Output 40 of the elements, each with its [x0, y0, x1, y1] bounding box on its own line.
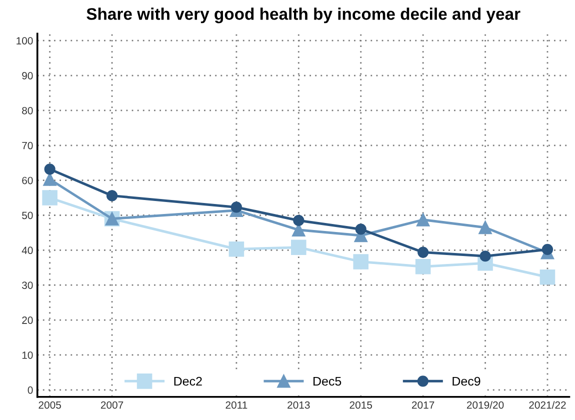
y-tick-label: 0 [28, 386, 33, 394]
x-tick-label: 2011 [226, 401, 248, 409]
y-tick-label: 100 [16, 37, 33, 44]
point [355, 224, 366, 235]
x-tick-label: 2007 [100, 401, 124, 409]
point [228, 241, 244, 257]
x-tick-label: 2019/20 [466, 401, 504, 409]
point [293, 214, 304, 226]
chart-title: Share with very good health by income decile and year [86, 8, 520, 24]
x-tick-label: 2005 [38, 401, 61, 409]
point [416, 213, 430, 226]
legend-label: Dec5 [314, 376, 342, 386]
x-tick-label: 2017 [412, 401, 434, 409]
x-tick-label: 2021/22 [529, 401, 566, 409]
point [540, 269, 556, 285]
point [291, 240, 306, 256]
point [415, 258, 431, 274]
point [480, 250, 491, 262]
y-tick-label: 70 [22, 142, 33, 150]
point [542, 244, 554, 256]
point [418, 246, 429, 258]
y-tick-label: 80 [22, 106, 33, 114]
y-tick-label: 90 [22, 72, 33, 80]
legend-label: Dec9 [452, 376, 480, 386]
y-tick-label: 40 [22, 246, 33, 254]
x-tick-label: 2013 [288, 401, 310, 409]
y-tick-label: 10 [22, 351, 33, 359]
point [230, 202, 242, 213]
y-tick-label: 60 [22, 176, 33, 184]
point [42, 190, 58, 206]
point [353, 254, 368, 270]
legend-label: Dec2 [174, 376, 202, 386]
y-tick-label: 30 [22, 282, 33, 289]
point [44, 164, 56, 175]
point [43, 172, 56, 186]
y-tick-label: 20 [22, 316, 33, 324]
point [478, 220, 492, 234]
point [106, 190, 118, 202]
y-tick-label: 50 [22, 212, 33, 220]
x-tick-label: 2015 [350, 401, 372, 409]
